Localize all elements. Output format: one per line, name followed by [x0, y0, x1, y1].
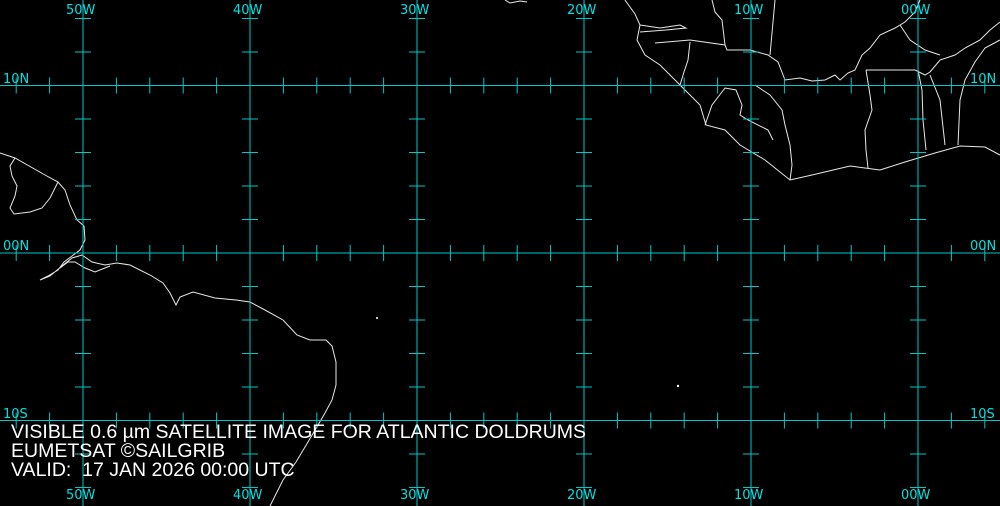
latitude-label-right: 00N	[970, 239, 997, 254]
south-america-coast	[0, 152, 337, 506]
longitude-label-bottom: 50W	[66, 488, 96, 503]
amazon-delta	[59, 261, 111, 273]
africa-border	[929, 21, 1000, 73]
longitude-label-bottom: 10W	[734, 488, 764, 503]
longitude-label-bottom: 30W	[400, 488, 430, 503]
longitude-label-top: 30W	[400, 3, 430, 18]
africa-border	[917, 69, 927, 151]
longitude-label-top: 10W	[734, 3, 764, 18]
island-dot	[676, 384, 680, 388]
africa-border	[864, 69, 873, 169]
longitude-label-bottom: 00W	[901, 488, 931, 503]
africa-border	[957, 39, 1000, 146]
africa-border	[754, 84, 793, 181]
longitude-label-bottom: 20W	[567, 488, 597, 503]
island-dot	[376, 317, 378, 319]
africa-border	[704, 87, 774, 141]
africa-border	[654, 0, 921, 82]
africa-border	[866, 69, 931, 76]
south-america-border	[9, 157, 59, 215]
africa-border	[769, 0, 776, 56]
africa-border	[929, 74, 946, 146]
latitude-label-right: 10S	[970, 406, 995, 422]
caption-title: VISIBLE 0.6 µm SATELLITE IMAGE FOR ATLAN…	[11, 421, 587, 443]
latitude-label-right: 10N	[970, 71, 997, 87]
caption: VISIBLE 0.6 µm SATELLITE IMAGE FOR ATLAN…	[11, 421, 587, 481]
latitude-label-left: 10N	[3, 71, 30, 87]
latitude-label-left: 00N	[3, 239, 30, 254]
caption-credit: EUMETSAT ©SAILGRIB	[11, 440, 226, 462]
longitude-label-bottom: 40W	[233, 488, 263, 503]
longitude-label-top: 40W	[233, 3, 263, 18]
africa-coast	[624, 0, 1000, 181]
longitude-label-top: 20W	[567, 3, 597, 18]
africa-border	[899, 24, 941, 56]
africa-border	[639, 24, 688, 33]
caption-valid-time: VALID: 17 JAN 2026 00:00 UTC	[11, 459, 295, 481]
africa-border	[679, 41, 691, 86]
latitude-label-left: 10S	[3, 406, 28, 422]
longitude-label-top: 50W	[66, 3, 96, 18]
longitude-label-top: 00W	[901, 3, 931, 18]
cape-verde-islands	[504, 0, 528, 4]
africa-border	[711, 0, 726, 46]
